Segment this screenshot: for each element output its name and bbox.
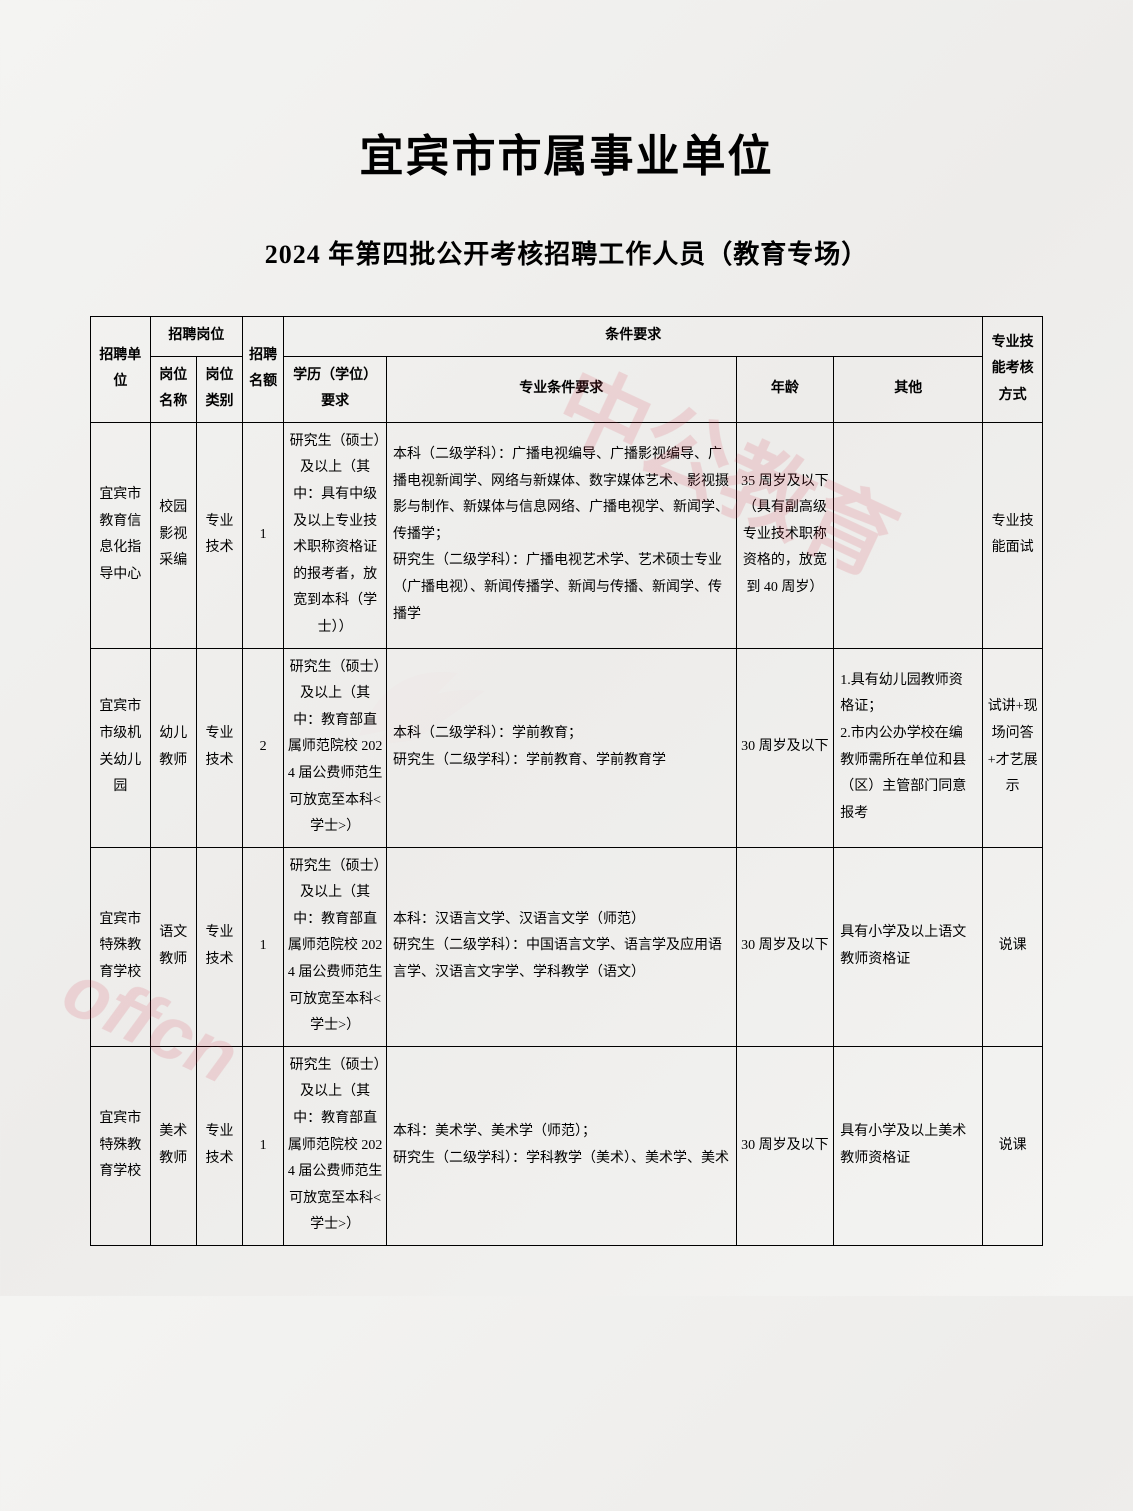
cell-pos-name: 幼儿教师 <box>150 648 196 847</box>
header-quota: 招聘名额 <box>243 317 284 423</box>
header-major: 专业条件要求 <box>387 356 737 422</box>
table-row: 宜宾市特殊教育学校美术教师专业技术1研究生（硕士）及以上（其中：教育部直属师范院… <box>91 1046 1043 1245</box>
cell-pos-name: 校园影视采编 <box>150 422 196 648</box>
cell-edu: 研究生（硕士）及以上（其中：教育部直属师范院校 2024 届公费师范生可放宽至本… <box>284 847 387 1046</box>
cell-edu: 研究生（硕士）及以上（其中：教育部直属师范院校 2024 届公费师范生可放宽至本… <box>284 648 387 847</box>
cell-other: 具有小学及以上美术教师资格证 <box>834 1046 983 1245</box>
header-pos-name: 岗位名称 <box>150 356 196 422</box>
table-row: 宜宾市教育信息化指导中心校园影视采编专业技术1研究生（硕士）及以上（其中：具有中… <box>91 422 1043 648</box>
cell-edu: 研究生（硕士）及以上（其中：教育部直属师范院校 2024 届公费师范生可放宽至本… <box>284 1046 387 1245</box>
cell-exam: 说课 <box>983 1046 1043 1245</box>
cell-exam: 试讲+现场问答+才艺展示 <box>983 648 1043 847</box>
cell-major: 本科（二级学科）：学前教育； 研究生（二级学科）：学前教育、学前教育学 <box>387 648 737 847</box>
page-title: 宜宾市市属事业单位 <box>90 120 1043 184</box>
cell-age: 30 周岁及以下 <box>736 648 834 847</box>
cell-major: 本科：汉语言文学、汉语言文学（师范） 研究生（二级学科）：中国语言文学、语言学及… <box>387 847 737 1046</box>
header-pos-type: 岗位类别 <box>196 356 242 422</box>
cell-other <box>834 422 983 648</box>
table-row: 宜宾市市级机关幼儿园幼儿教师专业技术2研究生（硕士）及以上（其中：教育部直属师范… <box>91 648 1043 847</box>
cell-age: 30 周岁及以下 <box>736 1046 834 1245</box>
cell-quota: 1 <box>243 1046 284 1245</box>
cell-quota: 1 <box>243 422 284 648</box>
table-row: 宜宾市特殊教育学校语文教师专业技术1研究生（硕士）及以上（其中：教育部直属师范院… <box>91 847 1043 1046</box>
cell-pos-name: 美术教师 <box>150 1046 196 1245</box>
header-position-group: 招聘岗位 <box>150 317 243 357</box>
cell-age: 30 周岁及以下 <box>736 847 834 1046</box>
cell-pos-type: 专业技术 <box>196 648 242 847</box>
cell-other: 1.具有幼儿园教师资格证； 2.市内公办学校在编教师需所在单位和县（区）主管部门… <box>834 648 983 847</box>
cell-unit: 宜宾市教育信息化指导中心 <box>91 422 151 648</box>
header-requirements-group: 条件要求 <box>284 317 983 357</box>
cell-pos-type: 专业技术 <box>196 847 242 1046</box>
cell-unit: 宜宾市市级机关幼儿园 <box>91 648 151 847</box>
cell-pos-type: 专业技术 <box>196 1046 242 1245</box>
cell-unit: 宜宾市特殊教育学校 <box>91 1046 151 1245</box>
cell-exam: 专业技能面试 <box>983 422 1043 648</box>
cell-quota: 2 <box>243 648 284 847</box>
header-exam: 专业技能考核方式 <box>983 317 1043 423</box>
page-subtitle: 2024 年第四批公开考核招聘工作人员（教育专场） <box>90 234 1043 271</box>
table-header-row: 招聘单位 招聘岗位 招聘名额 条件要求 专业技能考核方式 <box>91 317 1043 357</box>
cell-pos-name: 语文教师 <box>150 847 196 1046</box>
cell-pos-type: 专业技术 <box>196 422 242 648</box>
cell-other: 具有小学及以上语文教师资格证 <box>834 847 983 1046</box>
recruitment-table: 招聘单位 招聘岗位 招聘名额 条件要求 专业技能考核方式 岗位名称 岗位类别 学… <box>90 316 1043 1246</box>
header-other: 其他 <box>834 356 983 422</box>
header-unit: 招聘单位 <box>91 317 151 423</box>
cell-major: 本科：美术学、美术学（师范）； 研究生（二级学科）：学科教学（美术）、美术学、美… <box>387 1046 737 1245</box>
document-page: 宜宾市市属事业单位 2024 年第四批公开考核招聘工作人员（教育专场） 招聘单位… <box>0 0 1133 1296</box>
cell-edu: 研究生（硕士）及以上（其中：具有中级及以上专业技术职称资格证的报考者，放宽到本科… <box>284 422 387 648</box>
cell-unit: 宜宾市特殊教育学校 <box>91 847 151 1046</box>
header-age: 年龄 <box>736 356 834 422</box>
cell-quota: 1 <box>243 847 284 1046</box>
cell-exam: 说课 <box>983 847 1043 1046</box>
table-header-row: 岗位名称 岗位类别 学历（学位）要求 专业条件要求 年龄 其他 <box>91 356 1043 422</box>
cell-age: 35 周岁及以下（具有副高级专业技术职称资格的，放宽到 40 周岁） <box>736 422 834 648</box>
table-body: 宜宾市教育信息化指导中心校园影视采编专业技术1研究生（硕士）及以上（其中：具有中… <box>91 422 1043 1245</box>
cell-major: 本科（二级学科）：广播电视编导、广播影视编导、广播电视新闻学、网络与新媒体、数字… <box>387 422 737 648</box>
header-edu: 学历（学位）要求 <box>284 356 387 422</box>
